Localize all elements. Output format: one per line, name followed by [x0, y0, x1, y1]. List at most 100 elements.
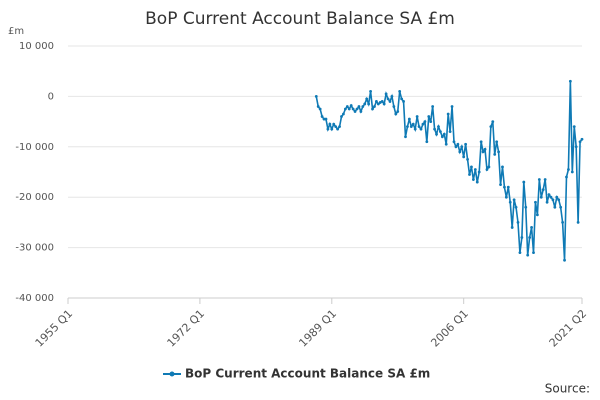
data-point: [382, 102, 386, 106]
data-point: [510, 226, 514, 229]
data-point: [367, 102, 371, 106]
data-point: [464, 142, 468, 146]
data-point: [415, 115, 419, 118]
data-point: [363, 102, 367, 106]
x-tick-label: 1955 Q1: [33, 307, 76, 350]
y-axis-label: £m: [8, 26, 24, 37]
data-point: [342, 112, 345, 116]
data-point: [390, 95, 394, 98]
legend-label: BoP Current Account Balance SA £m: [185, 367, 430, 381]
data-point: [343, 107, 347, 111]
data-point: [407, 117, 411, 121]
data-point: [501, 165, 504, 169]
data-point: [565, 175, 568, 179]
data-point: [431, 105, 435, 108]
data-point: [508, 200, 512, 204]
data-point: [355, 107, 359, 111]
data-point: [396, 110, 400, 113]
data-point: [318, 107, 322, 111]
data-point: [423, 120, 427, 123]
data-point: [466, 158, 469, 161]
data-point: [545, 200, 549, 204]
data-point: [371, 107, 374, 111]
y-tick-label: -20 000: [15, 192, 54, 203]
data-point: [345, 105, 349, 108]
data-point: [561, 221, 565, 224]
data-point: [446, 112, 450, 116]
data-point: [541, 188, 545, 192]
legend-marker: [169, 371, 175, 377]
data-point: [437, 125, 440, 129]
data-point: [316, 105, 320, 108]
data-point: [458, 150, 462, 154]
data-point: [547, 193, 551, 197]
data-point: [347, 107, 351, 111]
y-tick-label: -10 000: [15, 142, 54, 153]
data-point: [351, 107, 355, 111]
data-point: [530, 226, 533, 229]
data-point: [497, 150, 500, 154]
data-point: [340, 115, 343, 118]
data-point: [440, 135, 444, 139]
data-point: [537, 178, 541, 181]
data-point: [336, 127, 340, 131]
data-point: [568, 79, 572, 83]
data-point: [444, 142, 448, 146]
data-point: [375, 100, 378, 103]
data-point: [532, 251, 535, 255]
data-point: [516, 221, 520, 224]
data-point: [557, 198, 561, 202]
data-point: [483, 147, 487, 151]
data-point: [349, 104, 353, 107]
data-point: [376, 102, 380, 106]
data-point: [380, 100, 384, 103]
data-point: [574, 145, 578, 149]
source: Source:: [545, 382, 590, 396]
data-point: [454, 145, 458, 149]
data-point: [495, 140, 499, 144]
data-point: [322, 117, 326, 121]
data-point: [518, 251, 522, 255]
data-point: [572, 125, 576, 129]
data-point: [563, 258, 566, 262]
chart-title: BoP Current Account Balance SA £m: [145, 9, 455, 29]
data-point: [543, 178, 547, 181]
data-point: [450, 105, 454, 108]
data-point: [570, 170, 574, 174]
data-point: [406, 125, 409, 129]
data-point: [369, 89, 372, 93]
data-point: [487, 165, 491, 169]
data-point: [524, 205, 528, 209]
data-point: [326, 127, 330, 131]
data-point: [433, 127, 436, 131]
data-point: [555, 195, 559, 199]
data-point: [512, 198, 516, 202]
data-point: [373, 105, 376, 108]
data-point: [442, 132, 446, 136]
data-point: [365, 97, 369, 101]
data-point: [413, 127, 417, 131]
data-point: [470, 165, 473, 169]
data-point: [353, 110, 357, 113]
data-point: [419, 127, 423, 131]
data-point: [526, 253, 530, 257]
data-point: [468, 173, 471, 176]
y-tick-label: 0: [48, 91, 54, 102]
x-tick-label: 2021 Q2: [547, 307, 590, 350]
data-point: [439, 130, 442, 134]
data-point: [359, 110, 363, 113]
data-point: [409, 125, 413, 129]
data-point: [477, 170, 481, 174]
data-point: [489, 125, 493, 129]
data-point: [528, 236, 532, 239]
data-point: [504, 195, 508, 199]
data-point: [456, 142, 460, 146]
data-point: [452, 140, 456, 144]
data-point: [522, 180, 526, 184]
data-point: [471, 178, 475, 181]
data-point: [503, 185, 506, 189]
data-point: [361, 105, 365, 108]
data-point: [427, 115, 431, 118]
data-point: [421, 122, 425, 126]
